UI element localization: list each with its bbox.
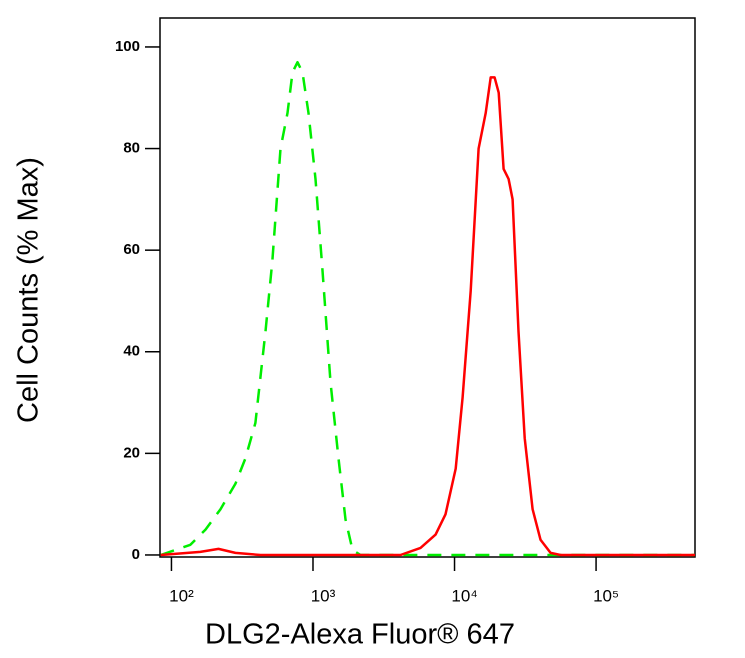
x-axis-title: DLG2-Alexa Fluor® 647 [205,619,515,651]
y-tick-label: 40 [123,343,140,360]
y-tick-label: 20 [123,444,140,461]
x-tick-label: 10³ [311,586,336,605]
x-tick-label: 10⁴ [451,586,477,605]
plot-frame [159,17,696,558]
histogram-line [160,60,695,557]
histogram-line [160,76,695,557]
y-tick-label: 80 [123,140,140,157]
x-tick-label: 10² [169,586,194,605]
y-tick-label: 60 [123,241,140,258]
x-tick-label: 10⁵ [593,586,619,605]
y-tick-label: 100 [115,38,140,55]
y-tick-label: 0 [132,546,140,563]
y-axis-title: Cell Counts (% Max) [13,157,45,423]
